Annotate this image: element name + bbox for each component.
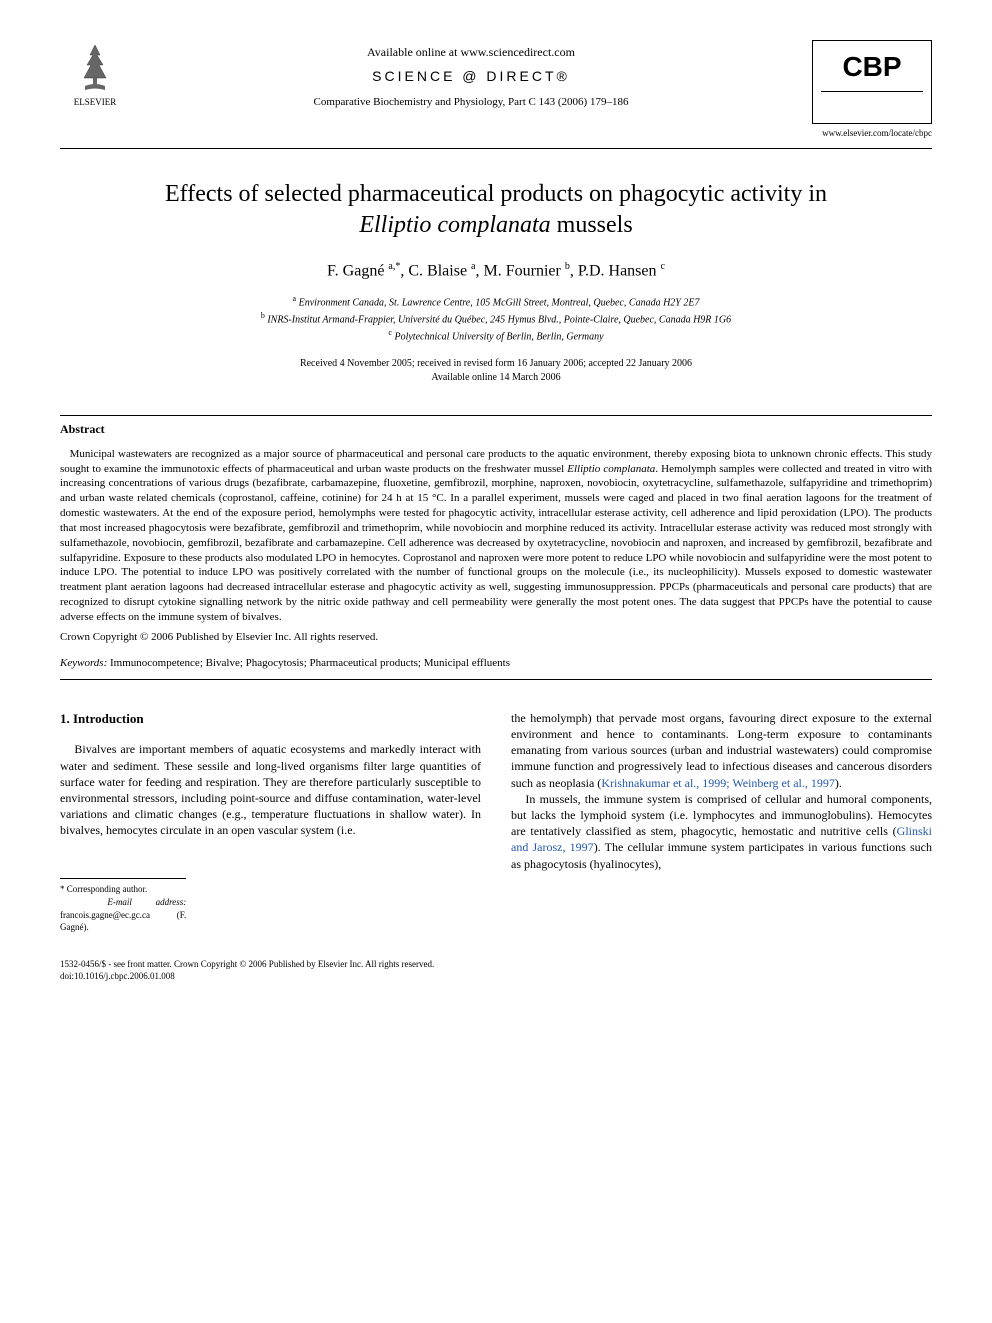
abstract-top-rule <box>60 415 932 416</box>
header-center: Available online at www.sciencedirect.co… <box>130 40 812 108</box>
intro-p1: Bivalves are important members of aquati… <box>60 741 481 838</box>
page-footer: 1532-0456/$ - see front matter. Crown Co… <box>60 958 932 983</box>
author-4: , P.D. Hansen <box>570 263 661 280</box>
title-species: Elliptio complanata <box>359 212 550 238</box>
cbp-url: www.elsevier.com/locate/cbpc <box>812 128 932 138</box>
article-dates: Received 4 November 2005; received in re… <box>60 357 932 385</box>
intro-col2-p2: In mussels, the immune system is compris… <box>511 791 932 872</box>
author-3: , M. Fournier <box>476 263 565 280</box>
author-1: F. Gagné <box>327 263 388 280</box>
left-column: 1. Introduction Bivalves are important m… <box>60 710 481 934</box>
intro-heading: 1. Introduction <box>60 710 481 728</box>
affiliation-a: Environment Canada, St. Lawrence Centre,… <box>299 297 700 308</box>
corresponding-author: * Corresponding author. E-mail address: … <box>60 878 186 933</box>
elsevier-logo: ELSEVIER <box>60 40 130 107</box>
elsevier-tree-icon <box>70 40 120 95</box>
publisher-name: ELSEVIER <box>60 97 130 107</box>
cbp-logo-block: CBP www.elsevier.com/locate/cbpc <box>812 40 932 138</box>
affiliation-b: INRS-Institut Armand-Frappier, Universit… <box>267 314 731 325</box>
abstract-heading: Abstract <box>60 422 932 437</box>
abstract-bottom-rule <box>60 679 932 680</box>
title-line2-rest: mussels <box>551 212 633 238</box>
body-columns: 1. Introduction Bivalves are important m… <box>60 710 932 934</box>
affiliation-c: Polytechnical University of Berlin, Berl… <box>394 332 603 343</box>
footer-doi: doi:10.1016/j.cbpc.2006.01.008 <box>60 970 932 983</box>
title-line1: Effects of selected pharmaceutical produ… <box>165 181 827 207</box>
author-list: F. Gagné a,*, C. Blaise a, M. Fournier b… <box>60 261 932 280</box>
journal-header: ELSEVIER Available online at www.science… <box>60 40 932 138</box>
corresp-email: francois.gagne@ec.gc.ca <box>60 910 177 920</box>
footer-issn: 1532-0456/$ - see front matter. Crown Co… <box>60 958 932 971</box>
cbp-label: CBP <box>821 51 923 92</box>
email-label: E-mail address: <box>107 897 186 907</box>
sciencedirect-logo: SCIENCE @ DIRECT® <box>130 68 812 84</box>
journal-citation: Comparative Biochemistry and Physiology,… <box>130 96 812 108</box>
right-column: the hemolymph) that pervade most organs,… <box>511 710 932 934</box>
received-date: Received 4 November 2005; received in re… <box>300 358 692 369</box>
corresp-star: * Corresponding author. <box>60 883 186 896</box>
available-online-text: Available online at www.sciencedirect.co… <box>130 45 812 60</box>
abstract-species: Elliptio complanata <box>567 463 655 475</box>
abstract-body: Municipal wastewaters are recognized as … <box>60 447 932 625</box>
ref-krishnakumar[interactable]: Krishnakumar et al., 1999; Weinberg et a… <box>601 776 835 790</box>
keywords-label: Keywords: <box>60 657 107 669</box>
author-2: , C. Blaise <box>400 263 471 280</box>
article-title: Effects of selected pharmaceutical produ… <box>60 179 932 241</box>
online-date: Available online 14 March 2006 <box>431 372 560 383</box>
header-rule <box>60 148 932 149</box>
abstract-copyright: Crown Copyright © 2006 Published by Else… <box>60 631 932 643</box>
keywords-text: Immunocompetence; Bivalve; Phagocytosis;… <box>107 657 510 669</box>
affiliations: a Environment Canada, St. Lawrence Centr… <box>60 293 932 345</box>
intro-col2-p1: the hemolymph) that pervade most organs,… <box>511 710 932 791</box>
keywords: Keywords: Immunocompetence; Bivalve; Pha… <box>60 657 932 669</box>
